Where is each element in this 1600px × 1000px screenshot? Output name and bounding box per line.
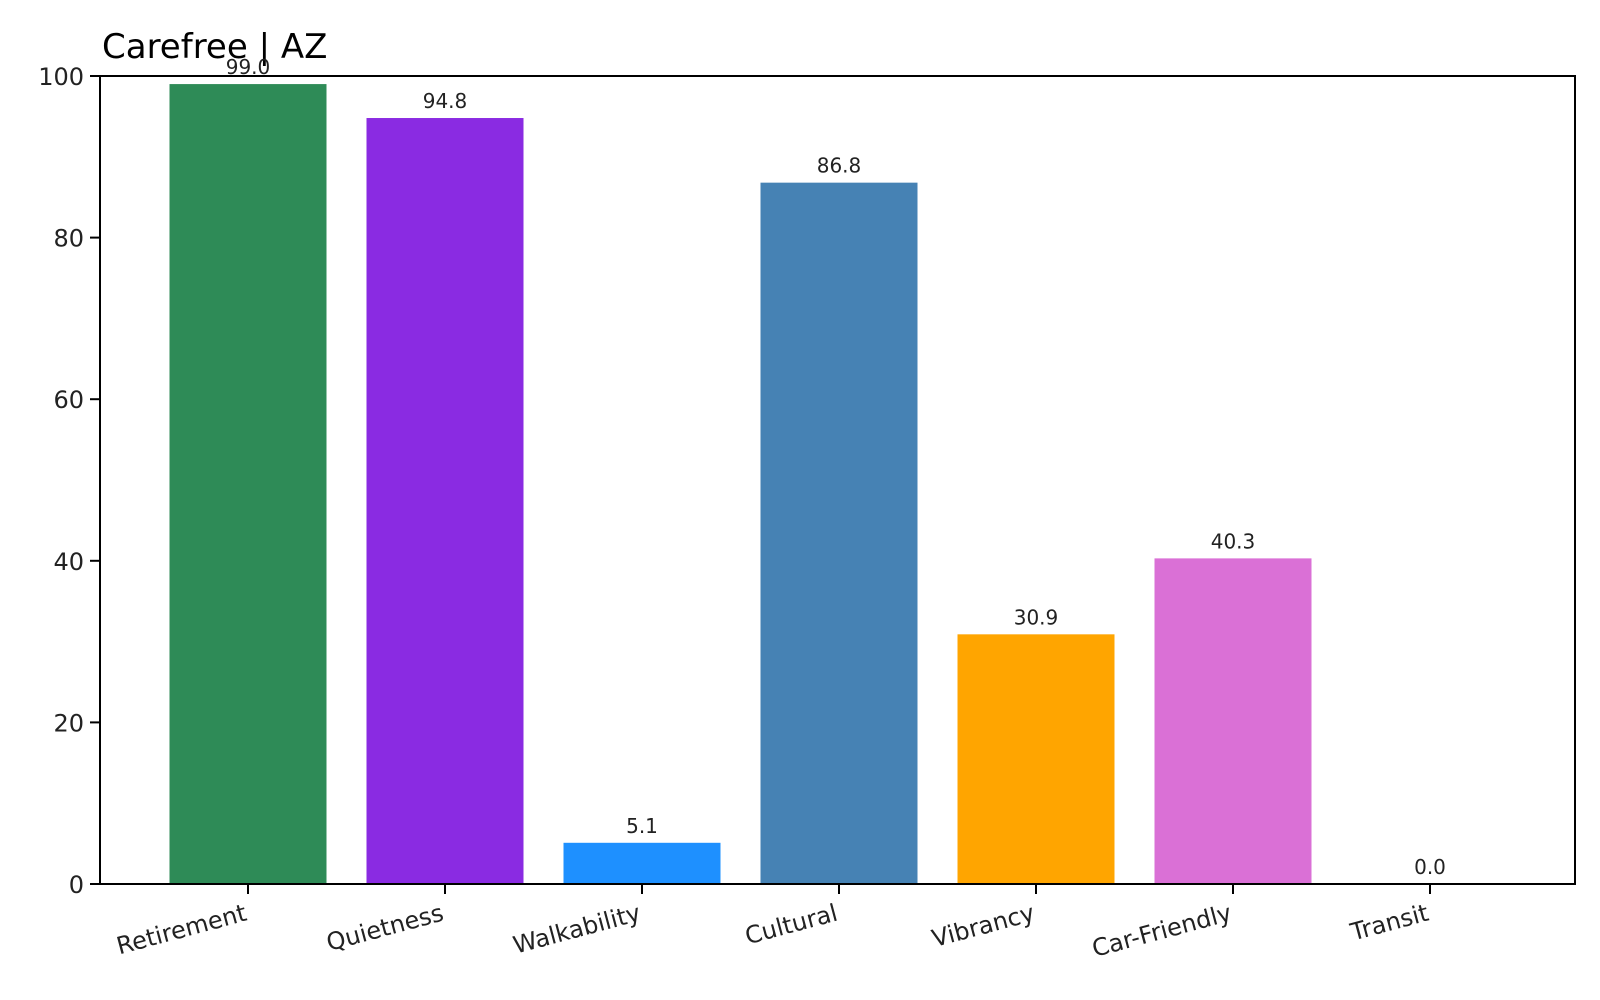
y-tick-label: 100 bbox=[38, 63, 84, 91]
value-label-walkability: 5.1 bbox=[626, 814, 658, 838]
value-label-quietness: 94.8 bbox=[423, 89, 468, 113]
plot-frame bbox=[99, 75, 1576, 885]
y-tick-label: 60 bbox=[53, 386, 84, 414]
value-label-transit: 0.0 bbox=[1414, 855, 1446, 879]
x-tick-label-car-friendly: Car-Friendly bbox=[1089, 899, 1235, 963]
chart-title: Carefree | AZ bbox=[102, 27, 327, 67]
y-tick-label: 40 bbox=[53, 548, 84, 576]
bar-retirement bbox=[169, 84, 327, 884]
bar-quietness bbox=[366, 118, 524, 885]
y-tick-label: 20 bbox=[53, 709, 84, 737]
x-tick-label-transit: Transit bbox=[1347, 899, 1432, 947]
x-tick-label-quietness: Quietness bbox=[323, 899, 446, 957]
x-tick-label-vibrancy: Vibrancy bbox=[929, 899, 1038, 953]
bar-cultural bbox=[760, 182, 918, 884]
value-label-vibrancy: 30.9 bbox=[1014, 605, 1059, 629]
value-labels-group: 99.094.85.186.830.940.30.0 bbox=[226, 55, 1446, 879]
value-label-cultural: 86.8 bbox=[817, 154, 862, 178]
y-tick-label: 80 bbox=[53, 225, 84, 253]
bar-walkability bbox=[563, 842, 721, 884]
y-axis: 0 20 40 60 80 100 bbox=[38, 63, 100, 899]
x-axis: Retirement Quietness Walkability Cultural Vi… bbox=[114, 884, 1432, 963]
x-tick-label-retirement: Retirement bbox=[114, 899, 250, 961]
value-label-car-friendly: 40.3 bbox=[1211, 529, 1256, 553]
bar-vibrancy bbox=[957, 634, 1115, 884]
bar-car-friendly bbox=[1154, 558, 1312, 884]
x-tick-label-walkability: Walkability bbox=[510, 899, 643, 960]
bars-group bbox=[169, 84, 1312, 885]
x-tick-label-cultural: Cultural bbox=[742, 899, 841, 951]
y-tick-label: 0 bbox=[69, 871, 84, 899]
